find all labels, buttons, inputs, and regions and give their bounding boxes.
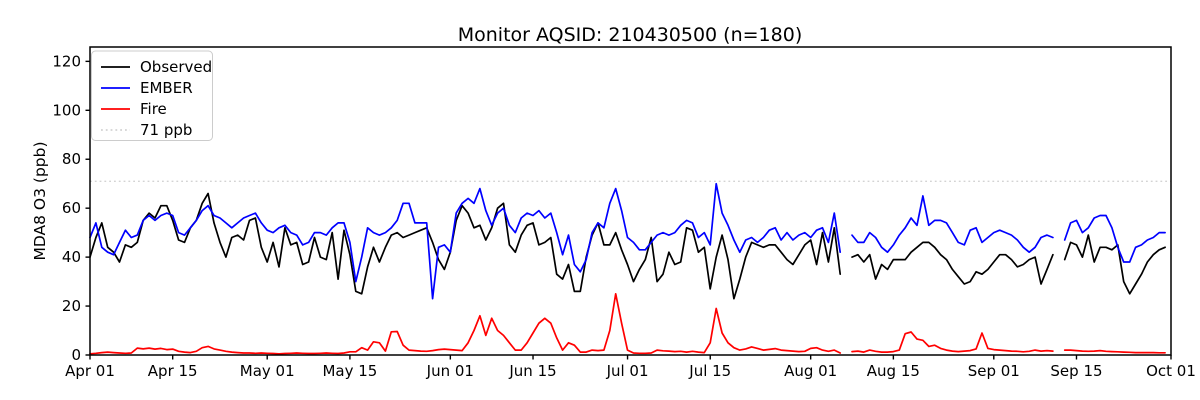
ember-line [1063, 214, 1166, 263]
x-tick-label: Sep 01 [968, 362, 1020, 380]
x-tick-label: Sep 15 [1050, 362, 1102, 380]
y-axis-label: MDA8 O3 (ppb) [31, 141, 49, 260]
x-tick-label: May 15 [322, 362, 377, 380]
y-tick-label: 100 [52, 101, 81, 119]
y-tick-label: 0 [71, 346, 81, 364]
observed-line [1063, 234, 1166, 295]
x-tick-label: Apr 15 [148, 362, 198, 380]
x-tick-label: Aug 01 [784, 362, 837, 380]
y-tick-label: 60 [62, 199, 81, 217]
observed-line [851, 241, 1054, 285]
fire-line [1063, 349, 1166, 354]
legend-label-fire: Fire [140, 100, 167, 118]
x-tick-label: Oct 01 [1146, 362, 1196, 380]
legend-label-observed: Observed [140, 58, 212, 76]
fire-line [89, 292, 842, 355]
legend: Observed EMBER Fire 71 ppb [91, 50, 213, 141]
legend-box [91, 50, 213, 141]
ember-line [89, 182, 842, 300]
x-tick-label: Jun 15 [508, 362, 556, 380]
y-tick-label: 120 [52, 52, 81, 70]
plot-area: Apr 01 Apr 15 May 01 May 15 Jun 01 Jun 15 Jul … [52, 46, 1196, 380]
y-tick-label: 20 [62, 297, 81, 315]
axis-frame [89, 46, 1172, 356]
x-tick-label: Aug 15 [867, 362, 920, 380]
x-tick-label: Apr 01 [65, 362, 115, 380]
legend-label-71-ppb: 71 ppb [140, 121, 192, 139]
fire-line [851, 331, 1054, 353]
ember-line [851, 195, 1054, 254]
y-tick-label: 80 [62, 150, 81, 168]
x-tick-label: Jul 15 [688, 362, 731, 380]
x-tick-label: May 01 [240, 362, 295, 380]
y-tick-label: 40 [62, 248, 81, 266]
legend-label-ember: EMBER [140, 79, 193, 97]
chart-title: Monitor AQSID: 210430500 (n=180) [458, 24, 803, 46]
observed-line [89, 192, 842, 300]
x-tick-label: Jun 01 [426, 362, 474, 380]
x-tick-label: Jul 01 [606, 362, 649, 380]
